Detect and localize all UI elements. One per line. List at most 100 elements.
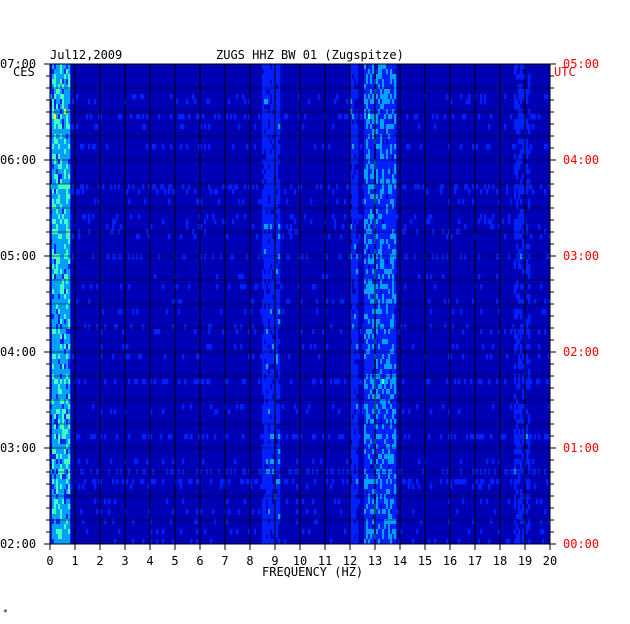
heatmap-cell	[368, 459, 371, 465]
heatmap-cell	[368, 139, 371, 145]
heatmap-cell	[64, 189, 67, 195]
heatmap-cell	[314, 519, 317, 525]
heatmap-cell	[62, 214, 65, 220]
heatmap-cell	[60, 214, 63, 220]
heatmap-cell	[278, 479, 281, 485]
heatmap-cell	[460, 479, 463, 485]
heatmap-cell	[58, 409, 61, 415]
heatmap-cell	[378, 504, 381, 510]
heatmap-cell	[390, 214, 393, 220]
heatmap-cell	[262, 369, 265, 375]
heatmap-cell	[50, 459, 53, 465]
heatmap-cell	[268, 334, 271, 340]
heatmap-cell	[52, 129, 55, 135]
heatmap-cell	[178, 114, 181, 120]
heatmap-cell	[384, 344, 387, 350]
heatmap-cell	[52, 299, 55, 305]
heatmap-cell	[352, 254, 355, 260]
heatmap-cell	[384, 419, 387, 425]
heatmap-cell	[56, 434, 59, 440]
heatmap-cell	[394, 444, 397, 450]
heatmap-cell	[262, 364, 265, 370]
heatmap-cell	[270, 369, 273, 375]
heatmap-cell	[370, 94, 373, 100]
heatmap-cell	[356, 179, 359, 185]
heatmap-cell	[510, 199, 513, 205]
heatmap-cell	[376, 304, 379, 310]
heatmap-cell	[354, 119, 357, 125]
heatmap-cell	[454, 479, 457, 485]
heatmap-cell	[354, 264, 357, 270]
heatmap-cell	[384, 69, 387, 75]
heatmap-cell	[64, 354, 67, 360]
heatmap-cell	[440, 189, 443, 195]
heatmap-cell	[418, 459, 421, 465]
heatmap-cell	[368, 519, 371, 525]
heatmap-cell	[352, 124, 355, 130]
heatmap-cell	[268, 384, 271, 390]
heatmap-cell	[272, 69, 275, 75]
heatmap-cell	[152, 144, 155, 150]
heatmap-cell	[250, 309, 253, 315]
heatmap-cell	[514, 224, 517, 230]
heatmap-cell	[352, 379, 355, 385]
heatmap-cell	[370, 139, 373, 145]
heatmap-cell	[518, 194, 521, 200]
heatmap-cell	[66, 404, 69, 410]
heatmap-cell	[378, 434, 381, 440]
heatmap-cell	[328, 144, 331, 150]
heatmap-cell	[514, 364, 517, 370]
heatmap-cell	[354, 114, 357, 120]
heatmap-cell	[378, 274, 381, 280]
heatmap-cell	[358, 214, 361, 220]
heatmap-cell	[52, 159, 55, 165]
heatmap-cell	[376, 379, 379, 385]
heatmap-cell	[366, 284, 369, 290]
heatmap-cell	[386, 289, 389, 295]
heatmap-cell	[382, 114, 385, 120]
heatmap-cell	[372, 159, 375, 165]
heatmap-cell	[266, 359, 269, 365]
heatmap-cell	[60, 439, 63, 445]
heatmap-cell	[226, 379, 229, 385]
heatmap-cell	[356, 284, 359, 290]
heatmap-cell	[262, 419, 265, 425]
heatmap-cell	[368, 234, 371, 240]
heatmap-cell	[514, 429, 517, 435]
heatmap-cell	[364, 269, 367, 275]
heatmap-cell	[434, 124, 437, 130]
heatmap-cell	[362, 199, 365, 205]
heatmap-cell	[372, 134, 375, 140]
heatmap-cell	[54, 194, 57, 200]
heatmap-cell	[94, 499, 97, 505]
heatmap-cell	[370, 74, 373, 80]
heatmap-cell	[368, 259, 371, 265]
heatmap-cell	[370, 434, 373, 440]
heatmap-cell	[388, 244, 391, 250]
heatmap-cell	[354, 89, 357, 95]
heatmap-cell	[526, 429, 529, 435]
heatmap-cell	[68, 314, 71, 320]
heatmap-cell	[382, 434, 385, 440]
heatmap-cell	[364, 359, 367, 365]
heatmap-cell	[270, 219, 273, 225]
heatmap-cell	[68, 169, 71, 175]
heatmap-cell	[384, 334, 387, 340]
heatmap-cell	[50, 539, 53, 545]
heatmap-cell	[350, 354, 353, 360]
heatmap-cell	[372, 219, 375, 225]
heatmap-cell	[64, 134, 67, 140]
heatmap-cell	[58, 314, 61, 320]
heatmap-cell	[220, 484, 223, 490]
heatmap-cell	[490, 219, 493, 225]
heatmap-cell	[278, 259, 281, 265]
heatmap-cell	[162, 284, 165, 290]
heatmap-cell	[334, 99, 337, 105]
heatmap-cell	[66, 319, 69, 325]
heatmap-cell	[384, 474, 387, 480]
heatmap-cell	[266, 519, 269, 525]
heatmap-cell	[58, 219, 61, 225]
heatmap-cell	[376, 249, 379, 255]
heatmap-cell	[66, 124, 69, 130]
heatmap-cell	[196, 519, 199, 525]
